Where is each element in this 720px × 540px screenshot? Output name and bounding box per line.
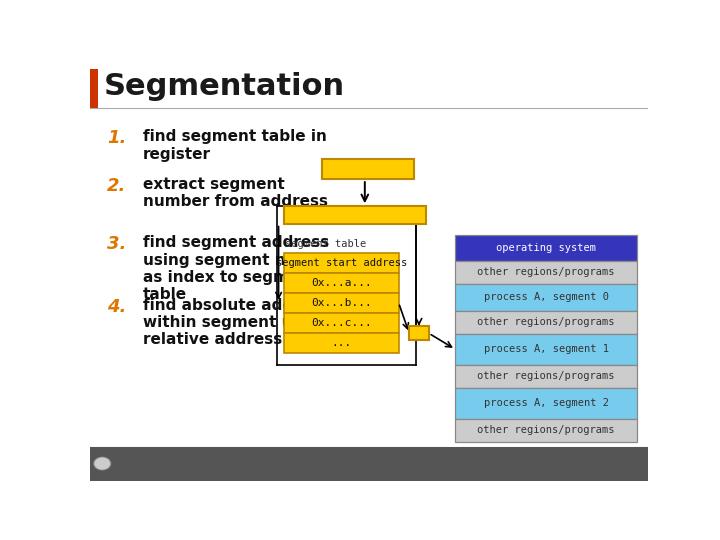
Text: 0x...c...: 0x...c... [311,318,372,328]
Bar [322,159,413,179]
Bar [90,69,96,109]
Text: simula: simula [539,458,575,469]
Text: process A, segment 1: process A, segment 1 [484,345,608,354]
Bar [284,293,399,313]
Text: other regions/programs: other regions/programs [477,318,615,327]
Text: University of Oslo: University of Oslo [117,458,215,469]
Bar [284,333,399,353]
Text: find segment table in
register: find segment table in register [143,129,327,161]
Bar [90,69,96,109]
Bar [284,273,399,293]
Circle shape [95,458,109,469]
Bar [456,419,636,442]
Text: [ simula . research laboratory ]: [ simula . research laboratory ] [444,458,631,469]
Text: find absolute address
within segment using
relative address: find absolute address within segment usi… [143,298,329,347]
Text: +: + [413,326,425,340]
Text: segment start address: segment start address [276,258,407,268]
Bar [90,69,97,109]
Bar [90,69,97,109]
Text: operating system: operating system [496,243,596,253]
Bar [90,69,98,109]
Text: Segmentation: Segmentation [104,72,345,102]
Text: 4.: 4. [107,298,126,316]
Text: extract segment
number from address: extract segment number from address [143,177,328,210]
Bar [284,313,399,333]
Text: segment number | offset: segment number | offset [284,210,427,220]
Text: process A, segment 0: process A, segment 0 [484,293,608,302]
Bar [456,261,636,284]
Bar [456,388,636,419]
FancyBboxPatch shape [90,69,97,109]
Text: ...: ... [331,338,351,348]
Text: 0x...b...: 0x...b... [311,298,372,308]
Bar [284,206,426,224]
Bar [456,334,636,365]
Bar [456,365,636,388]
Bar [456,284,636,311]
Text: other regions/programs: other regions/programs [477,372,615,381]
Text: segment table: segment table [285,239,366,249]
Text: find segment address
using segment number
as index to segment
table: find segment address using segment numbe… [143,235,341,302]
Text: address: address [343,163,392,176]
Text: 1.: 1. [107,129,126,147]
Bar [90,69,96,109]
Bar [90,447,648,481]
Text: 0x...a...: 0x...a... [311,278,372,288]
Text: INF1060,   Pål Halvorsen: INF1060, Pål Halvorsen [299,458,439,469]
Bar [409,326,428,341]
Text: other regions/programs: other regions/programs [477,267,615,278]
Bar [456,311,636,334]
Text: process A, segment 2: process A, segment 2 [484,399,608,408]
Text: 3.: 3. [107,235,126,253]
Bar [456,235,636,261]
Text: 2.: 2. [107,177,126,195]
Circle shape [94,457,111,470]
Bar [90,69,96,109]
Text: other regions/programs: other regions/programs [477,426,615,435]
Bar [90,69,97,109]
Bar [284,253,399,273]
